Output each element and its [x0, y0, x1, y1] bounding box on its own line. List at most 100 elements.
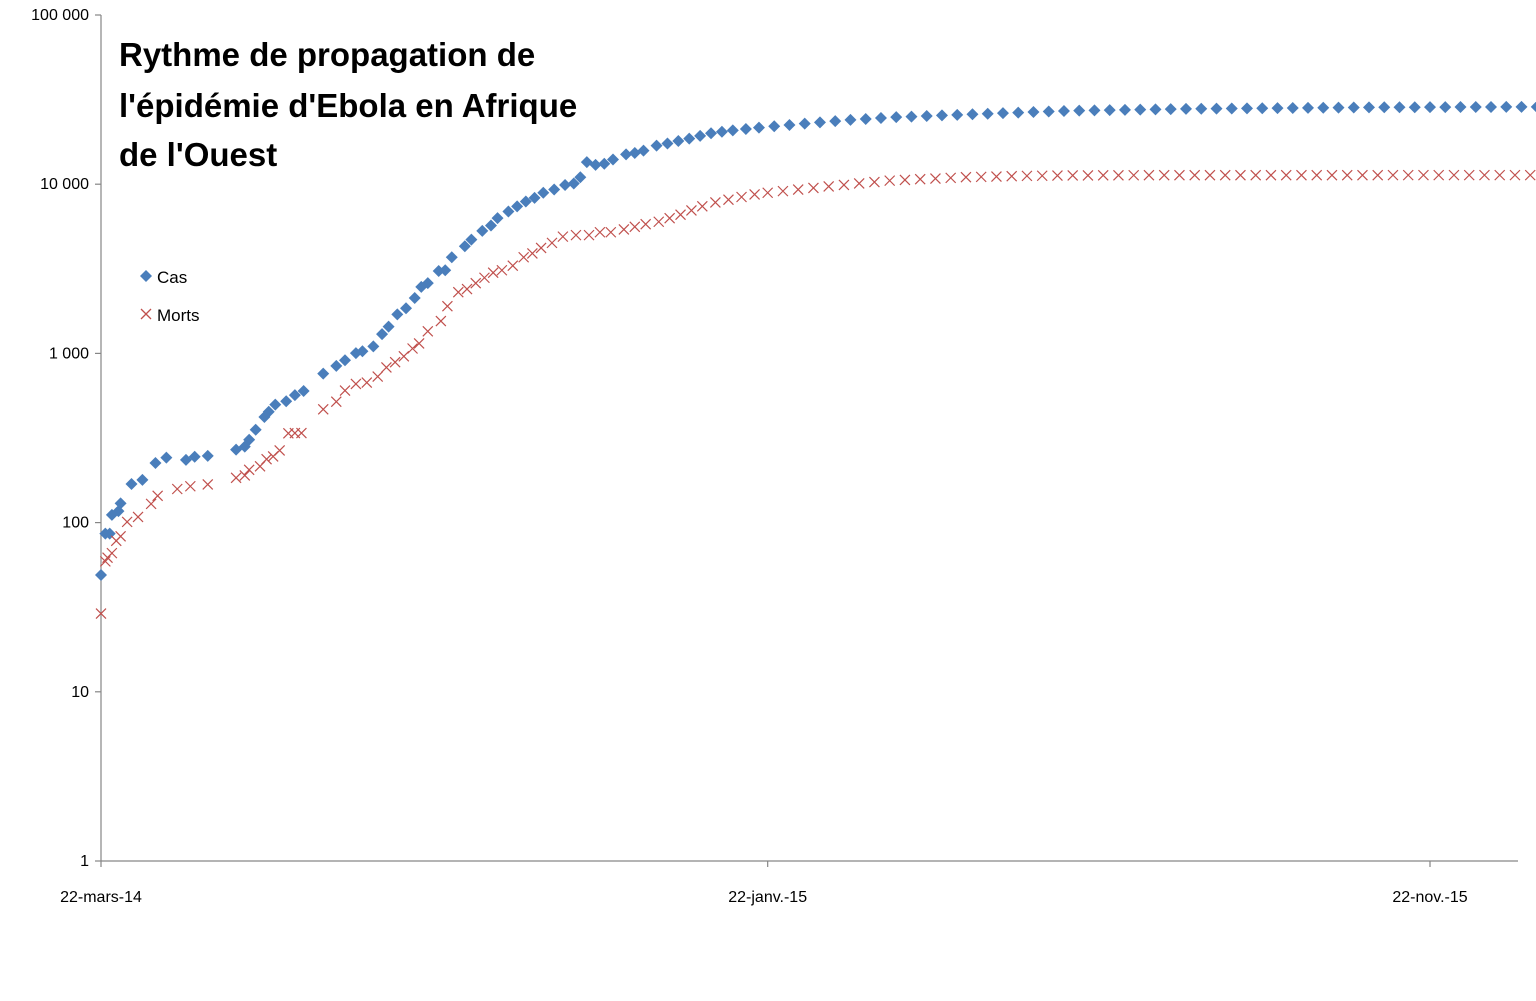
point-morts: [441, 300, 453, 312]
point-cas: [502, 205, 515, 218]
point-morts: [372, 371, 384, 382]
point-cas: [317, 367, 330, 380]
point-morts: [546, 237, 558, 249]
point-morts: [1341, 169, 1353, 181]
point-cas: [905, 110, 918, 123]
point-morts: [407, 343, 418, 354]
point-cas: [465, 233, 478, 246]
point-cas: [705, 127, 718, 140]
point-cas: [1027, 106, 1040, 119]
y-tick-label: 10: [71, 684, 89, 701]
point-morts: [1052, 170, 1063, 182]
point-cas: [1439, 101, 1452, 114]
title: Rythme de propagation de l'épidémie d'Eb…: [119, 36, 577, 173]
point-cas: [476, 224, 489, 237]
point-cas: [243, 433, 256, 446]
point-morts: [1143, 169, 1155, 181]
point-cas: [330, 359, 343, 372]
point-cas: [1195, 102, 1208, 115]
point-cas: [136, 473, 149, 486]
point-cas: [249, 423, 262, 436]
point-morts: [243, 464, 255, 476]
point-cas: [598, 157, 611, 170]
point-cas: [628, 146, 641, 159]
point-morts: [1097, 169, 1109, 181]
point-cas: [1088, 104, 1101, 117]
point-cas: [606, 153, 619, 166]
point-morts: [1387, 169, 1399, 181]
point-morts: [1494, 169, 1506, 181]
y-ticks: 1 10 100 1 000 10 000 100 000: [31, 7, 101, 870]
axes: [100, 15, 1518, 862]
point-cas: [1347, 101, 1360, 114]
point-cas: [752, 121, 765, 134]
point-morts: [1128, 169, 1140, 181]
point-morts: [239, 470, 251, 481]
point-morts: [496, 264, 508, 276]
point-cas: [269, 398, 282, 411]
point-cas: [1500, 100, 1513, 113]
point-cas: [297, 385, 310, 398]
point-cas: [382, 320, 395, 333]
point-cas: [890, 111, 903, 124]
point-morts: [640, 218, 652, 230]
legend-label-cas: Cas: [157, 268, 187, 287]
point-morts: [736, 191, 747, 203]
point-cas: [981, 107, 994, 120]
legend-item-morts: Morts: [140, 306, 200, 325]
point-cas: [683, 132, 696, 145]
point-cas: [1332, 101, 1345, 114]
point-morts: [686, 204, 697, 216]
point-morts: [145, 498, 157, 510]
x-tick-label: 22-nov.-15: [1392, 889, 1467, 906]
point-morts: [1280, 169, 1292, 181]
point-morts: [261, 453, 273, 465]
point-cas: [1134, 103, 1147, 116]
point-morts: [479, 272, 490, 284]
point-cas: [844, 113, 857, 126]
point-morts: [115, 530, 127, 542]
point-morts: [452, 286, 464, 298]
point-morts: [435, 315, 447, 327]
point-morts: [838, 179, 850, 191]
point-morts: [792, 184, 804, 195]
point-cas: [1485, 100, 1498, 113]
point-morts: [1006, 170, 1018, 182]
point-morts: [749, 189, 761, 200]
point-morts: [518, 251, 530, 263]
point-cas: [188, 450, 201, 463]
point-cas: [1393, 101, 1406, 114]
point-cas: [589, 158, 602, 171]
point-cas: [1301, 101, 1314, 114]
point-cas: [445, 251, 458, 264]
point-morts: [653, 216, 665, 228]
point-cas: [1271, 102, 1284, 115]
y-tick-label: 1: [80, 853, 89, 870]
point-morts: [557, 231, 569, 243]
point-cas: [650, 139, 663, 152]
point-cas: [280, 395, 293, 408]
point-morts: [675, 209, 686, 221]
point-morts: [330, 396, 342, 408]
point-morts: [1250, 169, 1262, 181]
title-line-2: l'épidémie d'Ebola en Afrique: [119, 87, 577, 124]
point-morts: [132, 511, 144, 523]
point-cas: [367, 340, 380, 353]
point-cas: [400, 302, 413, 315]
point-morts: [1219, 169, 1231, 181]
y-tick-label: 100 000: [31, 7, 89, 24]
point-morts: [1021, 170, 1033, 182]
point-cas: [1408, 101, 1421, 114]
point-morts: [152, 490, 164, 502]
point-morts: [526, 247, 538, 259]
point-morts: [1479, 169, 1490, 181]
point-cas: [1256, 102, 1269, 115]
point-morts: [422, 325, 434, 337]
title-line-1: Rythme de propagation de: [119, 36, 535, 73]
point-cas: [262, 405, 275, 418]
point-cas: [726, 124, 739, 137]
point-morts: [1463, 169, 1475, 181]
point-morts: [1204, 169, 1216, 181]
point-morts: [389, 356, 401, 368]
